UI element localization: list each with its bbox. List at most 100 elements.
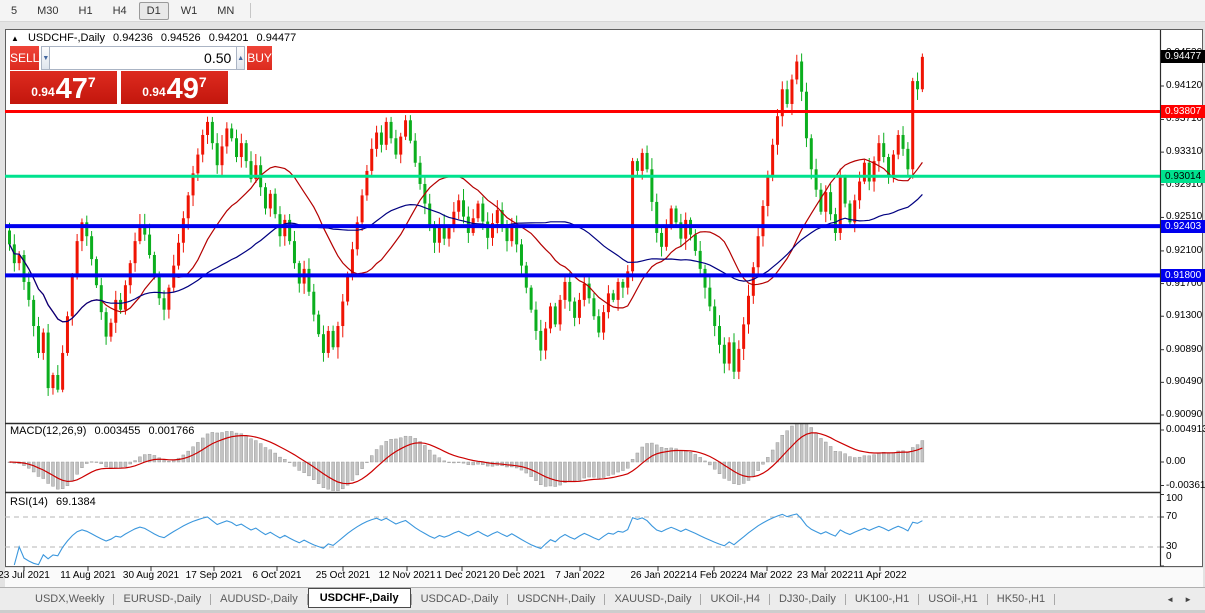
one-click-trading-panel: SELL ▼ ▲ BUY 0.94 47 7 0.94 49 7 — [10, 46, 272, 104]
sell-price-display[interactable]: 0.94 47 7 — [10, 71, 117, 104]
tab-separator — [210, 593, 212, 605]
buy-price-display[interactable]: 0.94 49 7 — [121, 71, 228, 104]
ohlc-low: 0.94201 — [208, 32, 249, 44]
rsi-axis-label: 70 — [1166, 511, 1178, 522]
tab-separator — [113, 593, 115, 605]
buy-button[interactable]: BUY — [247, 46, 272, 70]
level-price-badge: 0.92403 — [1161, 219, 1205, 233]
timeframe-button-h4[interactable]: H4 — [112, 4, 127, 17]
chart-tab-bar: USDX,Weekly EURUSD-,Daily AUDUSD-,Daily USD… — [0, 587, 1205, 610]
tabs-scroll-right-button[interactable]: ► — [1184, 594, 1192, 604]
sell-pips: 47 — [55, 73, 88, 105]
date-label: 11 Apr 2022 — [853, 570, 907, 581]
tab-separator — [700, 593, 702, 605]
rsi-value: 69.1384 — [55, 496, 96, 508]
chart-tab-uk100-h1[interactable]: UK100-,H1 — [854, 593, 910, 605]
chart-tab-audusd-daily[interactable]: AUDUSD-,Daily — [220, 593, 298, 605]
rsi-axis-label: 0 — [1166, 551, 1172, 562]
date-label: 20 Dec 2021 — [488, 570, 546, 581]
tab-scroll-controls: ◄ ► — [1161, 593, 1205, 606]
rsi-label: RSI(14) 69.1384 — [10, 496, 101, 508]
ohlc-high: 0.94526 — [160, 32, 201, 44]
date-label: 11 Aug 2021 — [60, 570, 116, 581]
macd-axis-label: 0.004913 — [1166, 424, 1205, 435]
rsi-name: RSI(14) — [10, 496, 48, 508]
macd-layer — [7, 424, 925, 491]
level-price-badge: 0.93807 — [1161, 105, 1205, 119]
trade-panel-toggle-icon[interactable]: ▲ — [11, 34, 19, 43]
sell-button[interactable]: SELL — [10, 46, 40, 70]
timeframe-button-w1[interactable]: W1 — [180, 4, 198, 17]
chart-tab-usdcnh-daily[interactable]: USDCNH-,Daily — [517, 593, 596, 605]
tab-separator — [507, 593, 509, 605]
timeframe-button-m30[interactable]: M30 — [37, 4, 59, 17]
tab-separator — [986, 593, 988, 605]
date-label: 12 Nov 2021 — [378, 570, 436, 581]
tabs-scroll-left-button[interactable]: ◄ — [1166, 594, 1175, 604]
lot-decrease-button[interactable]: ▼ — [41, 46, 51, 70]
date-label: 7 Jan 2022 — [555, 570, 605, 581]
chart-tab-hk50-h1[interactable]: HK50-,H1 — [996, 593, 1046, 605]
date-label: 23 Mar 2022 — [796, 570, 854, 581]
price-grid-label: 0.92100 — [1166, 244, 1203, 256]
price-grid-label: 0.91700 — [1166, 277, 1203, 289]
level-price-badge: 0.91800 — [1161, 268, 1205, 282]
chart-tab-ukoil-h4[interactable]: UKOil-,H4 — [710, 593, 760, 605]
date-label: 30 Aug 2021 — [122, 570, 180, 581]
chart-tab-xauusd-daily[interactable]: XAUUSD-,Daily — [614, 593, 692, 605]
sell-fraction: 7 — [87, 74, 96, 90]
macd-main-value: 0.003455 — [94, 425, 141, 437]
date-label: 25 Oct 2021 — [315, 570, 371, 581]
timeframe-button-d1[interactable]: D1 — [138, 1, 169, 20]
timeframe-toolbar: 5 M30 H1 H4 D1 W1 MN — [0, 0, 1205, 22]
price-grid-label: 0.92510 — [1166, 211, 1203, 223]
date-label: 17 Sep 2021 — [185, 570, 243, 581]
chart-tab-usoil-h1[interactable]: USOil-,H1 — [928, 593, 978, 605]
macd-name: MACD(12,26,9) — [10, 425, 87, 437]
timeframe-button-5[interactable]: 5 — [11, 4, 18, 17]
buy-fraction: 7 — [198, 74, 207, 90]
toolbar-separator — [250, 3, 252, 18]
buy-big-figure: 0.94 — [142, 85, 166, 99]
price-grid-label: 0.93710 — [1166, 113, 1203, 125]
tab-separator — [410, 593, 412, 605]
date-label: 23 Jul 2021 — [0, 570, 50, 581]
chart-tab-usdx-weekly[interactable]: USDX,Weekly — [35, 593, 105, 605]
price-grid-label: 0.94120 — [1166, 80, 1203, 91]
chart-tab-dj30-daily[interactable]: DJ30-,Daily — [778, 593, 836, 605]
tab-separator — [918, 593, 920, 605]
date-label: 4 Mar 2022 — [741, 570, 793, 581]
time-axis[interactable] — [5, 568, 1203, 587]
buy-pips: 49 — [166, 73, 199, 105]
chart-tab-eurusd-daily[interactable]: EURUSD-,Daily — [123, 593, 202, 605]
rsi-axis-label: 100 — [1166, 493, 1183, 504]
rsi-axis-label: 30 — [1166, 541, 1178, 552]
current-price-badge: 0.94477 — [1161, 50, 1205, 64]
tab-separator — [1054, 593, 1056, 605]
price-grid-label: 0.90890 — [1166, 343, 1203, 355]
lot-increase-button[interactable]: ▲ — [236, 46, 246, 70]
macd-signal-value: 0.001766 — [148, 425, 195, 437]
price-grid-label: 0.93310 — [1166, 146, 1203, 158]
macd-axis-label: -0.00361 — [1166, 479, 1205, 491]
timeframe-button-h1[interactable]: H1 — [78, 4, 93, 17]
date-label: 14 Feb 2022 — [685, 570, 743, 581]
rsi-layer — [5, 513, 1160, 566]
status-strip — [0, 610, 1205, 613]
tab-separator — [768, 593, 770, 605]
date-label: 26 Jan 2022 — [630, 570, 686, 581]
tab-separator — [604, 593, 606, 605]
chart-tab-usdchf-daily[interactable]: USDCHF-,Daily — [307, 587, 411, 608]
price-grid-label: 0.92910 — [1166, 178, 1203, 190]
chart-tab-usdcad-daily[interactable]: USDCAD-,Daily — [420, 593, 499, 605]
ohlc-open: 0.94236 — [113, 32, 153, 44]
date-label: 1 Dec 2021 — [436, 570, 488, 581]
tab-separator — [306, 593, 308, 605]
price-grid-label: 0.91300 — [1166, 310, 1203, 322]
level-price-badge: 0.93014 — [1161, 169, 1205, 183]
ohlc-close: 0.94477 — [256, 32, 297, 44]
timeframe-button-mn[interactable]: MN — [217, 4, 235, 17]
lot-size-input[interactable] — [50, 46, 237, 70]
